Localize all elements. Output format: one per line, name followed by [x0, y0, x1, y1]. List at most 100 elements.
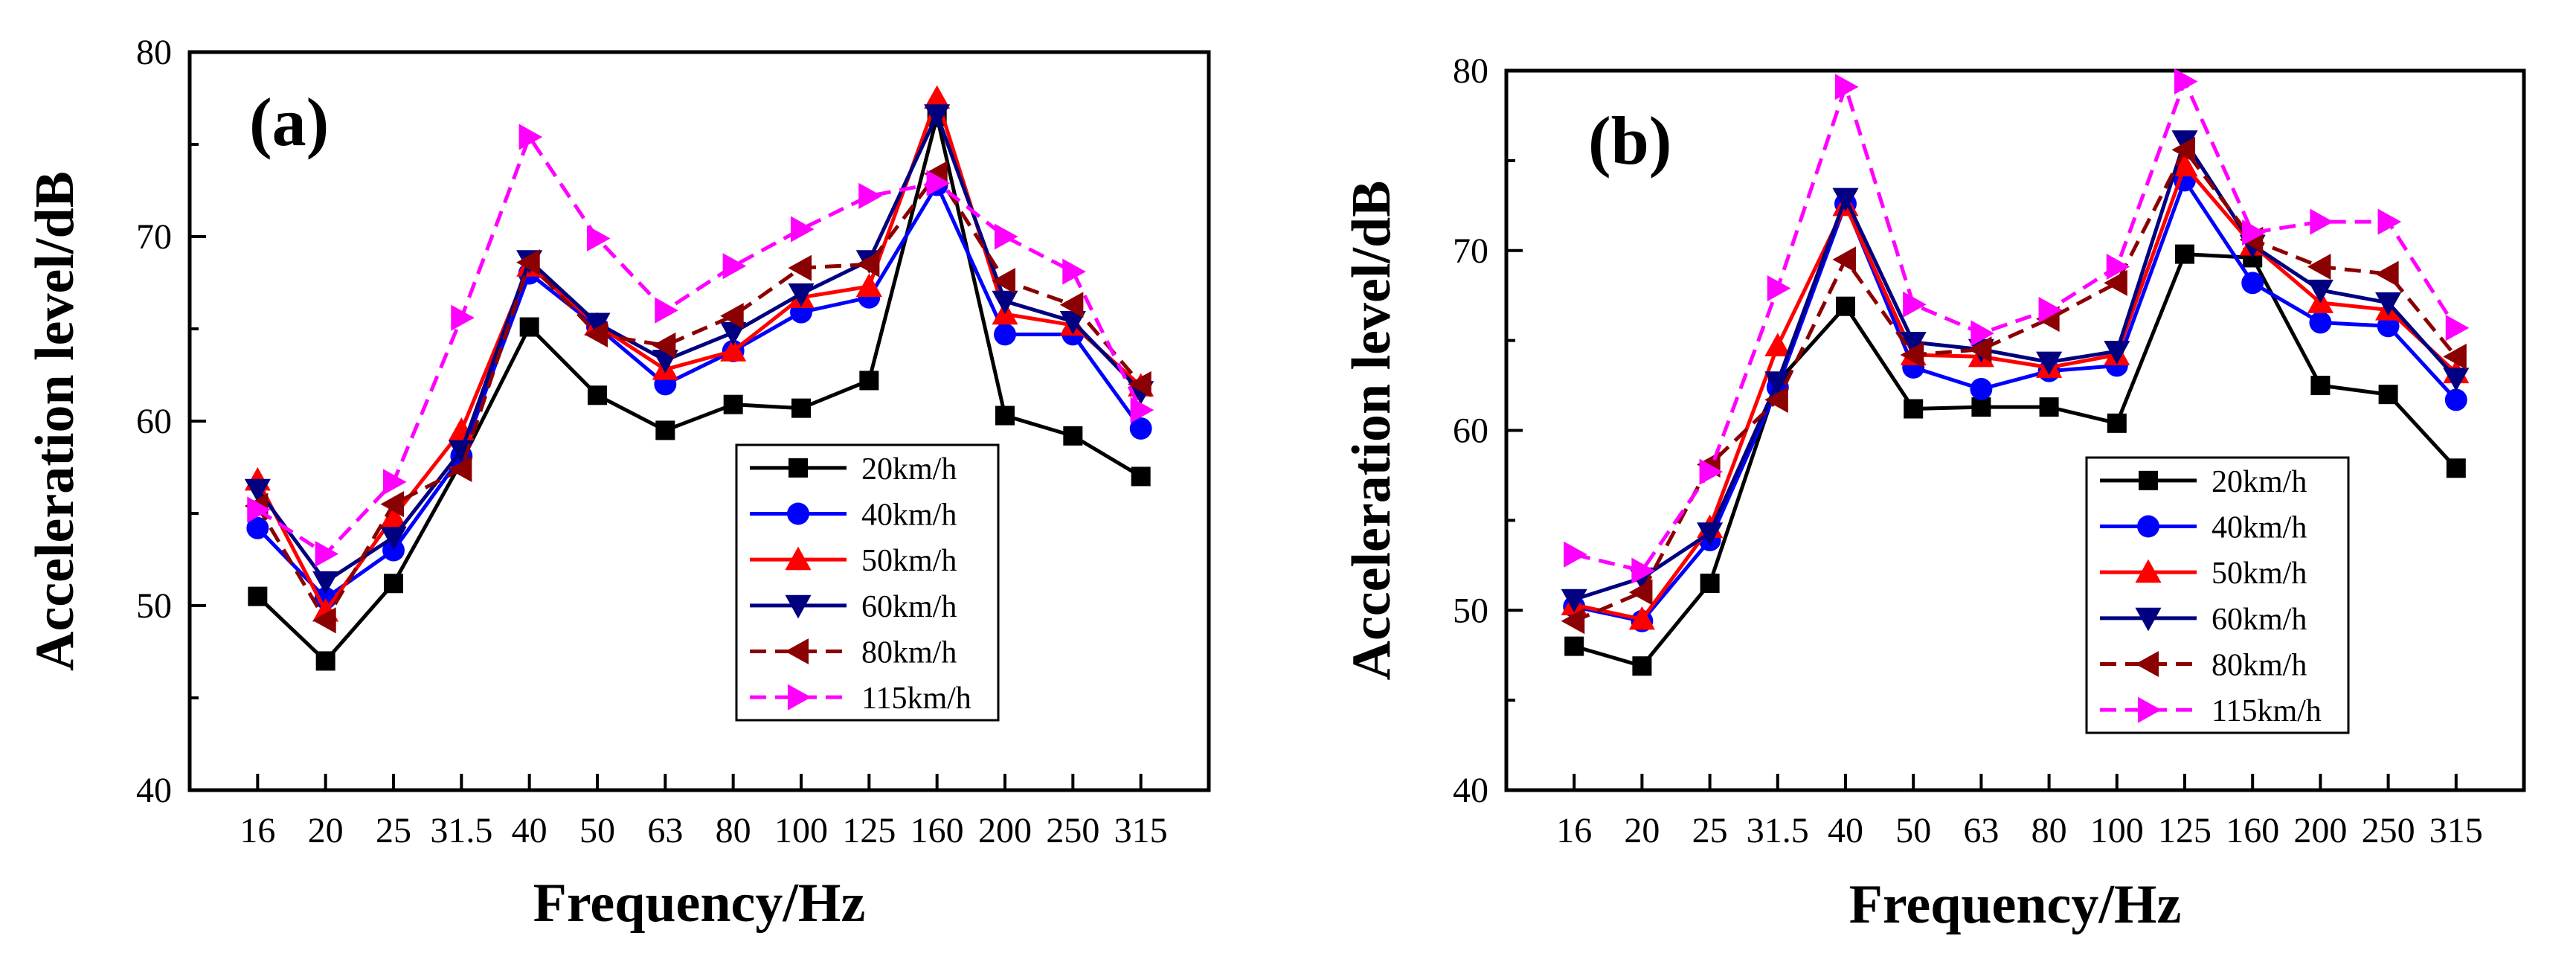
data-point-a-115km/h — [926, 170, 951, 196]
series-line-b-80km/h — [1573, 147, 2458, 623]
data-point-a-115km/h — [1062, 258, 1086, 285]
x-tick-label-a: 63 — [647, 811, 683, 850]
data-point-a-115km/h — [790, 216, 815, 243]
data-point-b-20km/h — [1632, 656, 1652, 676]
data-point-a-60km/h — [720, 321, 747, 346]
data-point-a-80km/h — [652, 332, 676, 359]
data-point-b-115km/h — [2445, 315, 2470, 341]
x-tick-label-b: 63 — [1963, 811, 1999, 850]
series-line-b-40km/h — [1573, 178, 2458, 623]
data-point-a-60km/h — [312, 571, 339, 595]
data-point-b-60km/h — [1832, 187, 1859, 212]
x-tick-label-b: 40 — [1828, 811, 1863, 850]
data-point-a-115km/h — [382, 469, 407, 496]
data-point-b-115km/h — [2242, 219, 2266, 246]
data-point-b-60km/h — [1764, 371, 1791, 395]
data-point-a-20km/h — [1131, 466, 1151, 487]
x-tick-label-b: 200 — [2293, 811, 2347, 850]
data-point-a-40km/h — [1129, 417, 1152, 440]
data-point-a-20km/h — [655, 420, 675, 440]
data-point-b-115km/h — [1631, 557, 1655, 584]
data-point-b-80km/h — [2443, 343, 2467, 370]
data-point-b-20km/h — [2107, 413, 2127, 433]
data-point-b-80km/h — [1968, 336, 1992, 363]
series-a-60km/h — [244, 104, 1154, 595]
data-point-a-40km/h — [994, 323, 1016, 346]
data-point-a-60km/h — [924, 104, 951, 128]
legend-marker-b — [2139, 470, 2158, 490]
data-point-b-80km/h — [1832, 246, 1857, 273]
data-point-b-115km/h — [1564, 541, 1587, 568]
data-point-a-115km/h — [247, 496, 271, 523]
legend-label-b: 20km/h — [2212, 465, 2307, 499]
data-point-a-80km/h — [1128, 371, 1152, 397]
x-tick-label-b: 20 — [1624, 811, 1660, 850]
data-point-a-50km/h — [380, 504, 407, 528]
legend-box-a — [735, 443, 1000, 722]
data-point-b-50km/h — [1764, 333, 1791, 356]
data-point-b-20km/h — [1836, 296, 1855, 316]
series-line-a-20km/h — [256, 115, 1142, 663]
legend-marker-a — [785, 594, 812, 619]
x-tick-label-b: 25 — [1692, 811, 1728, 850]
series-line-a-115km/h — [256, 135, 1143, 557]
data-point-b-115km/h — [2106, 253, 2130, 280]
legend-label-b: 115km/h — [2212, 694, 2322, 728]
data-point-a-50km/h — [720, 338, 747, 362]
legend-marker-b — [2135, 650, 2159, 678]
legend-label-a: 115km/h — [861, 682, 971, 716]
legend-a: 20km/h 40km/h 50km/h 60km/h 80km/h 115km/h — [735, 443, 1000, 722]
x-tick-label-b: 160 — [2226, 811, 2279, 850]
legend-label-b: 40km/h — [2212, 511, 2307, 545]
series-line-a-60km/h — [256, 112, 1143, 584]
data-point-b-80km/h — [1900, 341, 1924, 368]
data-point-a-50km/h — [924, 85, 951, 109]
x-tick-label-b: 125 — [2158, 811, 2212, 850]
series-a-50km/h — [244, 85, 1154, 622]
data-point-a-60km/h — [992, 290, 1018, 315]
legend-marker-a — [788, 458, 808, 478]
data-point-a-40km/h — [246, 516, 269, 539]
data-point-a-20km/h — [791, 398, 811, 418]
data-point-b-40km/h — [2377, 315, 2400, 338]
data-point-b-80km/h — [1628, 579, 1653, 606]
series-a-115km/h — [247, 124, 1154, 568]
data-point-b-60km/h — [1561, 589, 1587, 613]
legend-marker-a — [787, 502, 809, 525]
legend-label-a: 60km/h — [861, 590, 957, 624]
x-tick-label-a: 200 — [978, 811, 1032, 850]
legend-label-a: 50km/h — [861, 544, 957, 578]
data-point-b-115km/h — [1834, 74, 1859, 100]
x-tick-label-a: 80 — [716, 811, 751, 850]
x-tick-label-b: 250 — [2362, 811, 2415, 850]
x-tick-label-b: 50 — [1895, 811, 1931, 850]
y-tick-label-a: 60 — [136, 402, 172, 441]
data-point-b-50km/h — [1628, 606, 1655, 630]
legend-label-b: 60km/h — [2212, 603, 2307, 637]
data-point-a-60km/h — [1059, 311, 1086, 335]
data-point-a-80km/h — [855, 251, 880, 278]
data-point-b-80km/h — [2171, 136, 2196, 163]
data-point-a-115km/h — [586, 225, 611, 252]
legend-label-b: 80km/h — [2212, 649, 2307, 683]
data-point-b-80km/h — [2104, 269, 2127, 296]
data-point-a-115km/h — [1130, 397, 1154, 423]
y-tick-label-b: 60 — [1453, 411, 1488, 451]
x-tick-label-b: 315 — [2429, 811, 2483, 850]
y-tick-label-b: 80 — [1453, 51, 1488, 91]
data-point-a-115km/h — [451, 304, 475, 331]
y-tick-label-b: 40 — [1453, 771, 1488, 810]
series-line-b-50km/h — [1573, 164, 2458, 621]
series-line-a-50km/h — [256, 96, 1143, 613]
y-tick-label-a: 50 — [136, 586, 172, 626]
legend-marker-b — [2137, 696, 2162, 723]
data-point-a-80km/h — [788, 254, 812, 281]
data-point-a-80km/h — [992, 267, 1016, 295]
data-point-b-80km/h — [1764, 386, 1788, 413]
data-point-a-20km/h — [859, 371, 879, 391]
chart-panel-a: 40 50 60 70 80 16 20 25 31.5 40 50 63 80 100 125 160 200… — [25, 33, 1211, 934]
x-tick-label-b: 80 — [2031, 811, 2067, 850]
data-point-b-60km/h — [2104, 341, 2130, 365]
data-point-a-115km/h — [994, 223, 1018, 250]
